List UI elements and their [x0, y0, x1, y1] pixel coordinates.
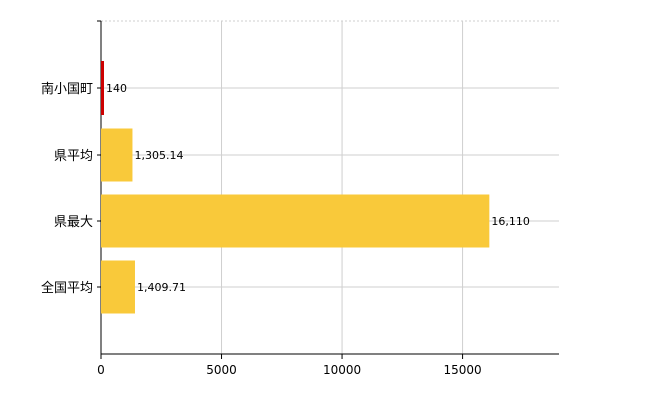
x-tick-label-2: 10000	[323, 363, 361, 377]
x-tick-label-3: 15000	[443, 363, 481, 377]
bar-1	[101, 128, 133, 182]
category-label-3: 全国平均	[41, 280, 93, 296]
x-tick-label-0: 0	[97, 363, 105, 377]
x-tick-label-1: 5000	[206, 363, 237, 377]
category-label-1: 県平均	[54, 149, 93, 164]
data-label-1: 1,305.14	[134, 149, 183, 162]
bar-2	[101, 194, 490, 248]
data-label-2: 16,110	[491, 215, 530, 228]
category-label-0: 南小国町	[41, 81, 93, 97]
bar-3	[101, 260, 135, 314]
bar-0	[101, 61, 104, 115]
data-label-3: 1,409.71	[137, 281, 186, 294]
category-label-2: 県最大	[54, 215, 93, 230]
data-label-0: 140	[106, 82, 127, 95]
